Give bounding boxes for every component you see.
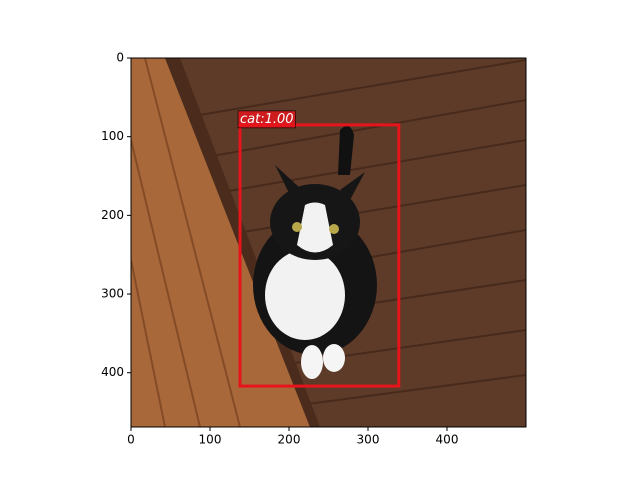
axes-frame [130, 57, 527, 428]
y-tick-label: 100 [101, 129, 124, 143]
detection-label: cat:1.00 [240, 112, 294, 127]
x-tick-label: 100 [199, 433, 222, 447]
x-tick-label: 400 [436, 433, 459, 447]
detection-box [238, 123, 401, 388]
y-tick-label: 200 [101, 208, 124, 222]
x-tick-label: 300 [357, 433, 380, 447]
photo [131, 58, 526, 427]
x-tick-label: 0 [127, 433, 135, 447]
y-tick-label: 400 [101, 365, 124, 379]
y-tick-label: 0 [116, 51, 124, 65]
y-tick-label: 300 [101, 287, 124, 301]
x-tick-label: 200 [278, 433, 301, 447]
label-background [237, 110, 296, 129]
